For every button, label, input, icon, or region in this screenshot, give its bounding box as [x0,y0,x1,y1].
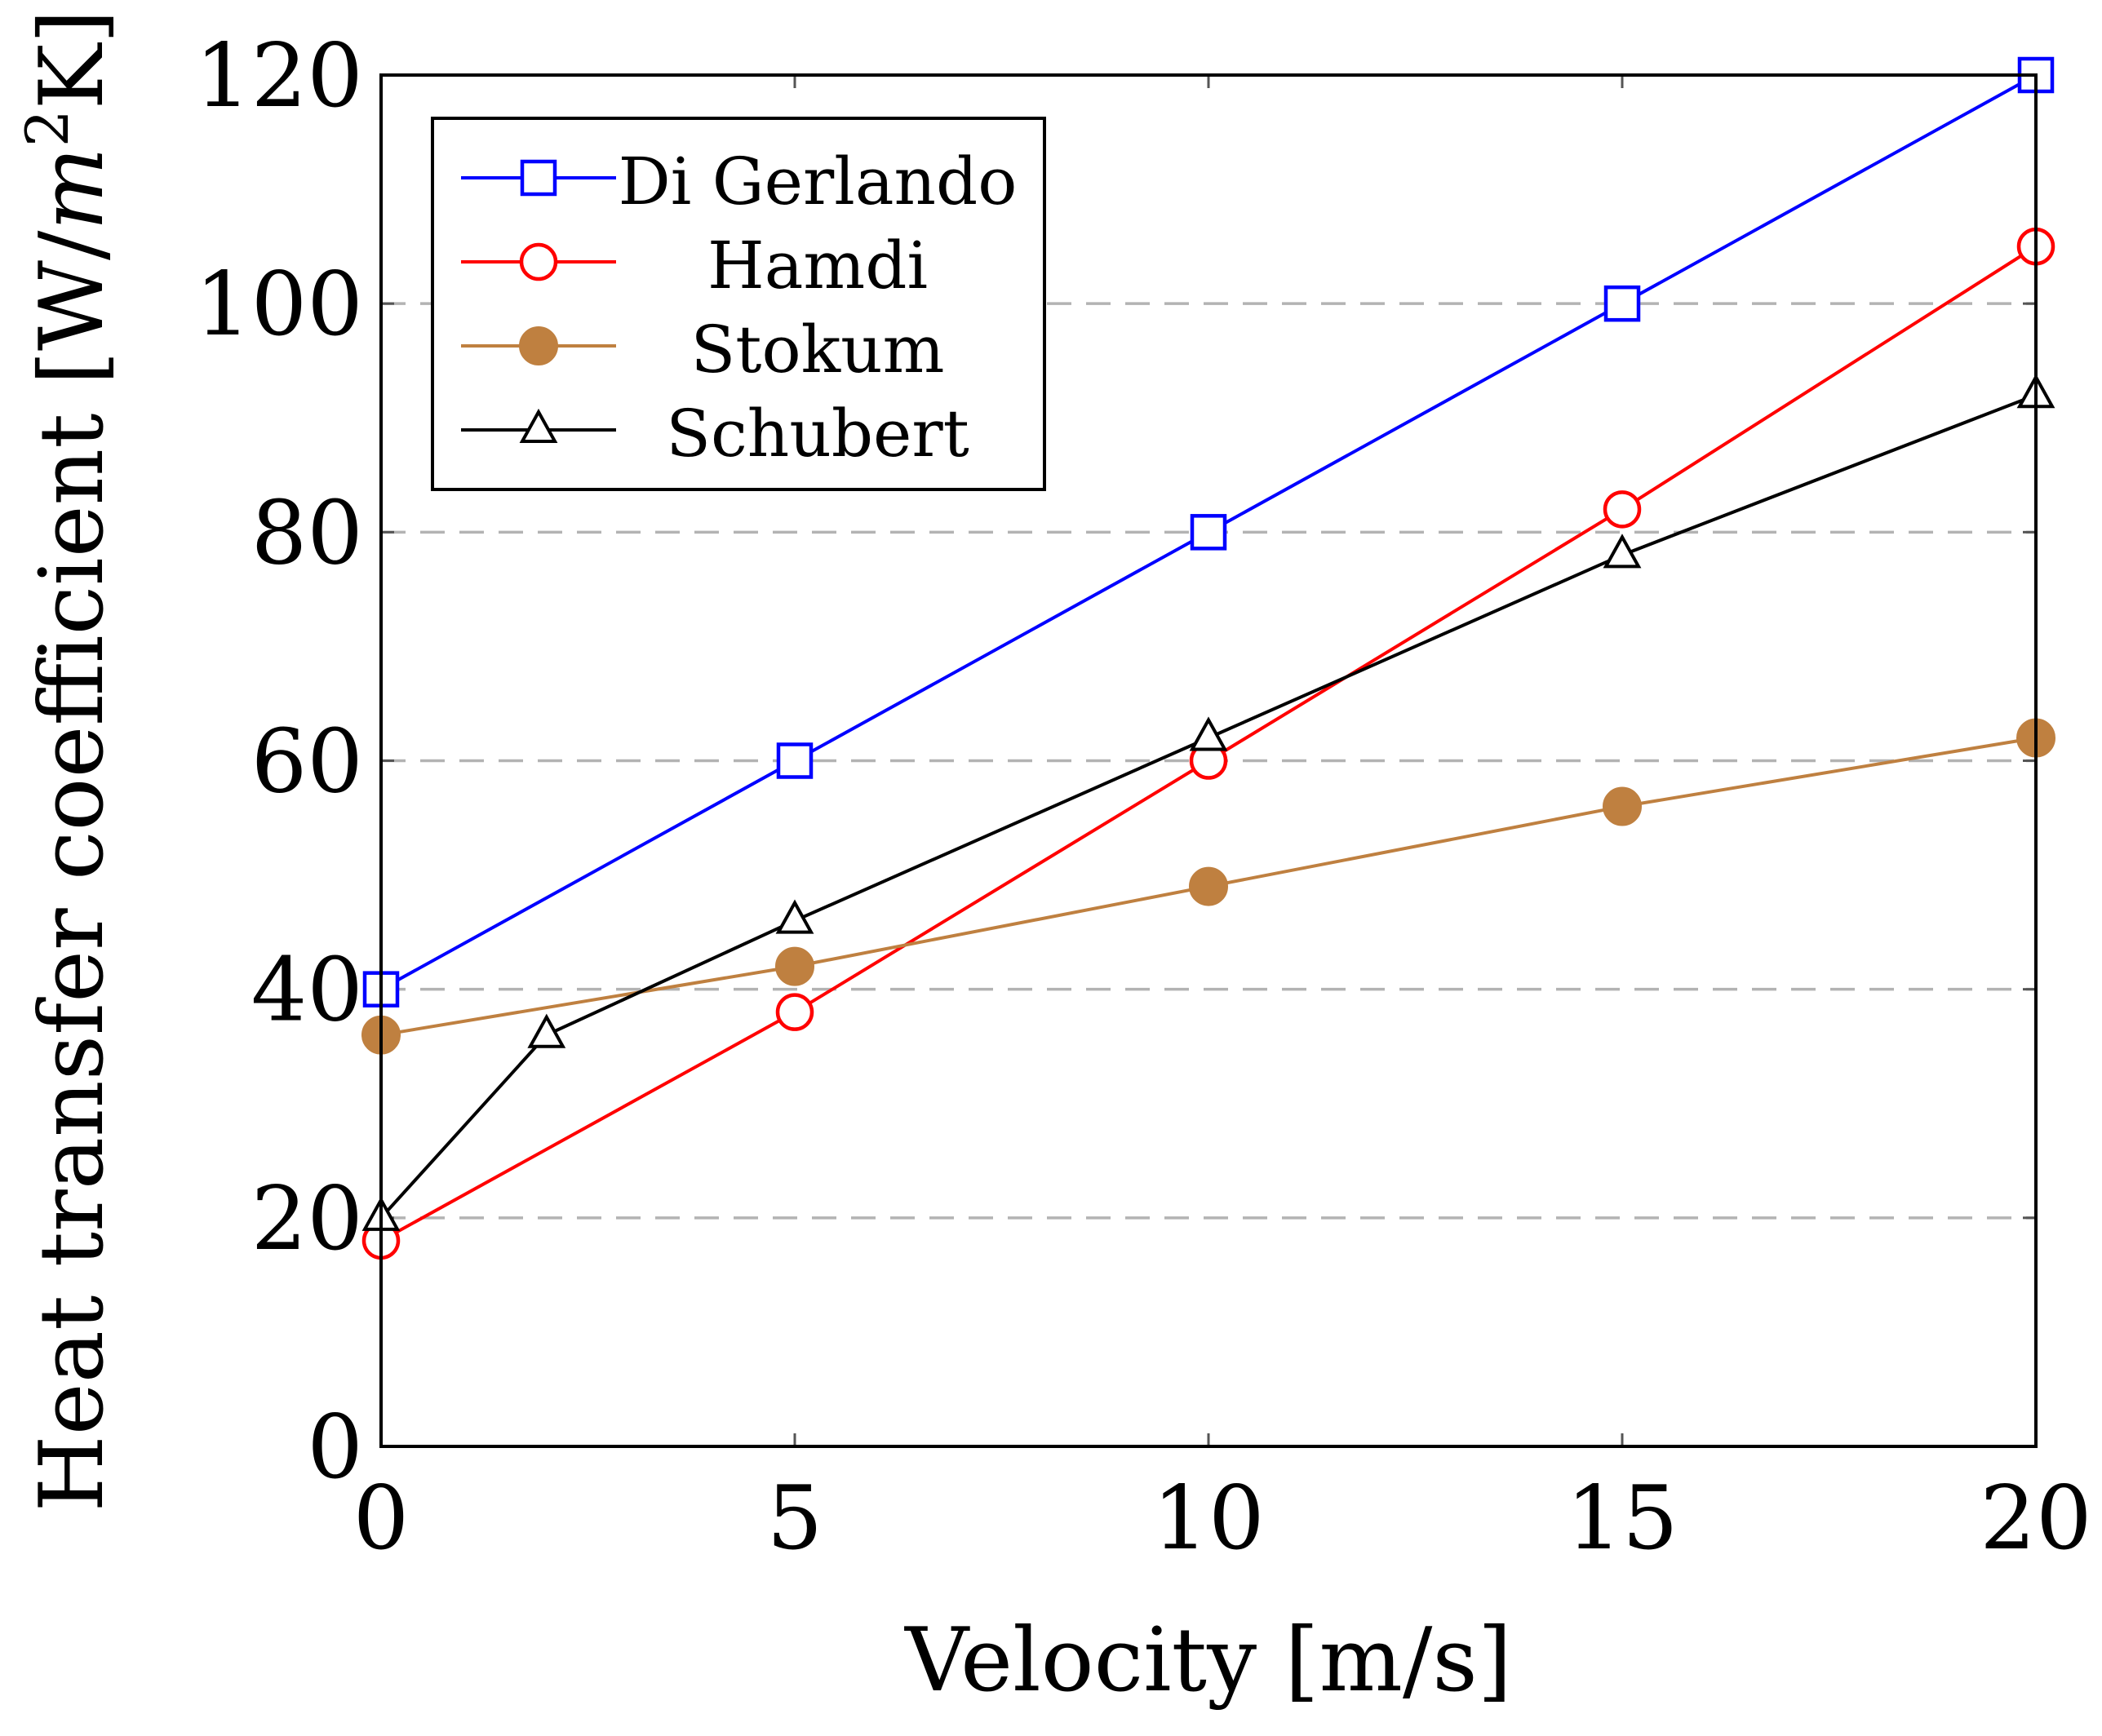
y-tick-label-0: 0 [307,1397,363,1499]
data-point-schubert-4 [1603,534,1642,569]
data-point-schubert-1 [527,1013,566,1048]
tick-labels: 0 20 40 60 80 100 120 0 5 10 15 20 [195,25,2092,1570]
y-tick-label-100: 100 [195,254,363,356]
legend-entry-schubert: Schubert [461,396,969,472]
y-axis-label-exponent: 2 [13,109,82,147]
legend-label-schubert: Schubert [666,396,969,472]
data-point-stokum-3 [1603,786,1642,826]
y-tick-label-80: 80 [251,482,363,584]
legend-label-hamdi: Hamdi [707,228,928,303]
y-axis-label-unit: m [21,147,123,230]
legend-marker-di-gerlando [520,159,557,197]
data-point-schubert-3 [1189,716,1228,751]
legend-label-di-gerlando: Di Gerlando [619,144,1018,219]
y-axis-label-tail: K] [21,10,123,110]
y-tick-label-40: 40 [251,940,363,1042]
y-tick-label-20: 20 [251,1168,363,1270]
legend-marker-schubert [519,408,558,443]
x-tick-label-15: 15 [1566,1468,1678,1570]
legend: Di Gerlando Hamdi Stokum Schubert [431,117,1046,491]
data-point-di-gerlando-1 [776,742,814,779]
legend-entry-di-gerlando: Di Gerlando [461,144,1017,219]
legend-label-stokum: Stokum [691,312,945,388]
series-schubert [361,374,2055,1231]
x-tick-label-20: 20 [1980,1468,2091,1570]
y-axis-label: Heat transfer coefficient [W/m2K] [13,10,123,1512]
legend-entry-hamdi: Hamdi [461,228,928,303]
data-point-stokum-1 [775,946,814,986]
plot-frame [379,73,2038,1448]
legend-marker-stokum [519,326,558,365]
data-point-di-gerlando-3 [1603,285,1641,322]
x-tick-label-0: 0 [353,1468,410,1570]
y-axis-label-text: Heat transfer coefficient [W/ [21,230,123,1512]
y-tick-label-120: 120 [195,25,363,127]
x-axis-label: Velocity [m/s] [903,1610,1512,1712]
x-tick-label-5: 5 [767,1468,823,1570]
data-point-stokum-2 [1189,866,1228,906]
series-di-gerlando [362,56,2055,1008]
data-point-di-gerlando-2 [1190,514,1227,551]
data-point-hamdi-3 [1603,490,1642,529]
data-point-schubert-2 [775,899,814,934]
y-tick-label-60: 60 [251,711,363,813]
legend-marker-hamdi [519,242,558,281]
legend-entry-stokum: Stokum [461,312,944,388]
series-line-schubert [379,393,2037,1220]
x-tick-label-10: 10 [1152,1468,1264,1570]
data-point-hamdi-1 [775,993,814,1031]
